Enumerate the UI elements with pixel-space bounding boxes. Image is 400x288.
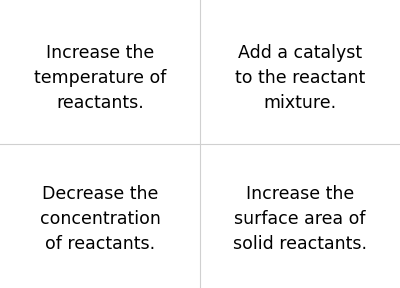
Text: Increase the
surface area of
solid reactants.: Increase the surface area of solid react…	[233, 185, 367, 253]
Text: Add a catalyst
to the reactant
mixture.: Add a catalyst to the reactant mixture.	[235, 44, 365, 112]
Text: Increase the
temperature of
reactants.: Increase the temperature of reactants.	[34, 44, 166, 112]
Text: Decrease the
concentration
of reactants.: Decrease the concentration of reactants.	[40, 185, 160, 253]
